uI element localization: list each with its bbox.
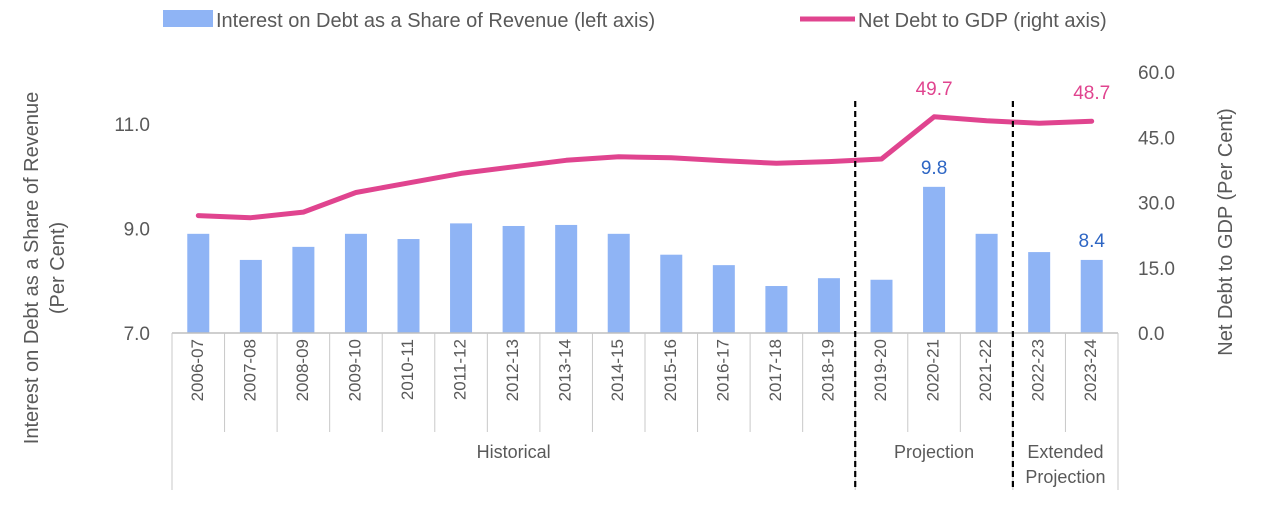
x-tick-label: 2019-20 bbox=[871, 339, 890, 401]
legend-bar-label: Interest on Debt as a Share of Revenue (… bbox=[216, 10, 655, 32]
bar-2020-21 bbox=[923, 186, 946, 333]
x-tick-label: 2007-08 bbox=[240, 339, 259, 401]
data-label: 49.7 bbox=[916, 79, 953, 100]
y-left-tick-label: 7.0 bbox=[124, 324, 150, 345]
x-tick-label: 2016-17 bbox=[713, 339, 732, 401]
y-left-axis-subtitle: (Per Cent) bbox=[47, 222, 69, 314]
bar-2016-17 bbox=[712, 265, 735, 333]
group-label: Extended bbox=[1027, 442, 1103, 462]
x-tick-label: 2010-11 bbox=[398, 339, 417, 400]
bar-2015-16 bbox=[660, 254, 683, 333]
legend-line-label: Net Debt to GDP (right axis) bbox=[858, 10, 1107, 32]
bar-2010-11 bbox=[397, 239, 420, 333]
y-right-tick-label: 30.0 bbox=[1138, 194, 1175, 215]
axes: 2006-07 2007-08 2008-09 2009-10 2010-11 2011-… bbox=[21, 63, 1237, 490]
line-point-2013-14 bbox=[565, 159, 567, 161]
y-left-axis-title: Interest on Debt as a Share of Revenue bbox=[21, 92, 43, 444]
bar-2019-20 bbox=[870, 279, 893, 333]
group-label: Projection bbox=[894, 442, 974, 462]
x-tick-label: 2008-09 bbox=[293, 339, 312, 401]
line-point-2009-10 bbox=[355, 191, 357, 193]
line-point-2008-09 bbox=[302, 211, 304, 213]
bar-2011-12 bbox=[450, 223, 473, 333]
group-label: Historical bbox=[477, 442, 551, 462]
line-point-2023-24 bbox=[1091, 120, 1093, 122]
line-point-2019-20 bbox=[881, 158, 882, 160]
bar-2013-14 bbox=[555, 224, 578, 333]
y-right-tick-label: 15.0 bbox=[1138, 259, 1175, 280]
line-point-2022-23 bbox=[1038, 122, 1040, 124]
line-point-2011-12 bbox=[460, 172, 462, 174]
x-tick-label: 2015-16 bbox=[661, 339, 680, 401]
bar-2023-24 bbox=[1080, 259, 1103, 333]
legend-bar-swatch bbox=[163, 10, 213, 27]
x-tick-label: 2014-15 bbox=[608, 339, 627, 401]
x-tick-label: 2018-19 bbox=[818, 339, 837, 401]
x-tick-label: 2012-13 bbox=[503, 339, 522, 401]
line-point-2014-15 bbox=[618, 156, 620, 158]
data-label: 8.4 bbox=[1079, 231, 1106, 252]
group-label: Projection bbox=[1025, 467, 1105, 487]
bar-2021-22 bbox=[975, 233, 998, 333]
net-debt-line bbox=[195, 114, 1095, 221]
y-left-tick-label: 9.0 bbox=[124, 220, 150, 241]
line-point-2016-17 bbox=[723, 160, 725, 162]
line-point-2020-21 bbox=[933, 116, 935, 118]
y-right-tick-label: 45.0 bbox=[1138, 128, 1175, 149]
x-tick-label: 2006-07 bbox=[188, 339, 207, 401]
line-point-2021-22 bbox=[986, 120, 988, 122]
y-right-tick-label: 60.0 bbox=[1138, 63, 1175, 84]
y-left-tick-label: 11.0 bbox=[114, 115, 150, 136]
y-right-axis-title: Net Debt to GDP (Per Cent) bbox=[1215, 108, 1237, 356]
x-tick-label: 2020-21 bbox=[924, 339, 943, 401]
line-point-2006-07 bbox=[197, 215, 199, 217]
x-tick-label: 2023-24 bbox=[1081, 339, 1100, 401]
bar-2017-18 bbox=[765, 286, 788, 333]
bar-2008-09 bbox=[292, 246, 315, 333]
bar-2018-19 bbox=[817, 278, 840, 333]
data-label: 48.7 bbox=[1073, 83, 1110, 104]
y-right-tick-label: 0.0 bbox=[1138, 324, 1164, 345]
line-point-2007-08 bbox=[250, 217, 252, 219]
data-labels: 9.8 8.4 49.7 48.7 bbox=[916, 79, 1111, 252]
line-point-2012-13 bbox=[513, 166, 515, 168]
bar-series bbox=[187, 186, 1103, 333]
bar-2009-10 bbox=[344, 233, 367, 333]
x-tick-label: 2022-23 bbox=[1029, 339, 1048, 401]
line-point-2018-19 bbox=[828, 161, 830, 163]
bar-2014-15 bbox=[607, 233, 630, 333]
line-series bbox=[195, 114, 1095, 221]
x-tick-label: 2013-14 bbox=[556, 339, 575, 401]
x-tick-label: 2021-22 bbox=[976, 339, 995, 401]
line-point-2010-11 bbox=[408, 182, 409, 184]
x-tick-label: 2009-10 bbox=[345, 339, 364, 401]
bar-2022-23 bbox=[1028, 252, 1051, 333]
legend: Interest on Debt as a Share of Revenue (… bbox=[163, 10, 1107, 32]
x-tick-label: 2011-12 bbox=[451, 339, 470, 400]
bar-2012-13 bbox=[502, 225, 525, 333]
line-point-2015-16 bbox=[670, 157, 672, 159]
bar-2007-08 bbox=[239, 259, 262, 333]
bar-2006-07 bbox=[187, 233, 210, 333]
x-tick-label: 2017-18 bbox=[766, 339, 785, 401]
line-point-2017-18 bbox=[775, 162, 777, 164]
data-label: 9.8 bbox=[921, 158, 947, 179]
